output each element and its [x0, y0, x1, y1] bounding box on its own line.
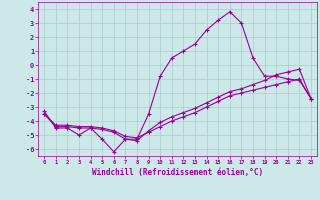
X-axis label: Windchill (Refroidissement éolien,°C): Windchill (Refroidissement éolien,°C)	[92, 168, 263, 177]
